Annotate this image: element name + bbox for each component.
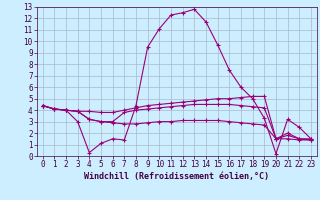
X-axis label: Windchill (Refroidissement éolien,°C): Windchill (Refroidissement éolien,°C) bbox=[84, 172, 269, 181]
